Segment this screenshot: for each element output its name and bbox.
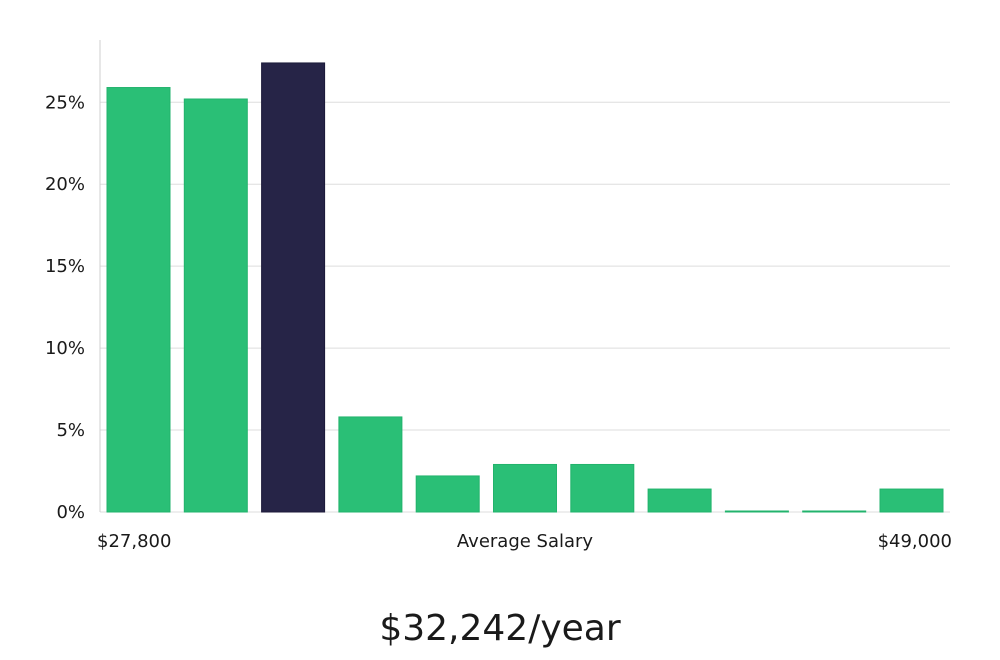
average-salary-value: $32,242/year [379,608,621,649]
salary-histogram: 0%5%10%15%20%25% $27,800 Average Salary … [45,40,952,552]
bar [338,416,403,513]
bar [106,87,171,513]
y-axis-ticks: 0% 5% 10% 15% 20% 25% [45,92,85,523]
y-tick-label: 0% [56,502,85,523]
bars [106,62,944,513]
y-tick-label: 25% [45,92,85,113]
y-tick-label: 10% [45,338,85,359]
bar [724,510,789,513]
y-tick-label: 5% [56,420,85,441]
x-min-label: $27,800 [97,531,171,552]
x-max-label: $49,000 [878,531,952,552]
bar [570,463,635,513]
bar [802,510,867,513]
bar-highlighted [261,62,326,513]
x-axis-title: Average Salary [457,531,594,552]
bar [493,463,557,513]
bar [647,488,712,513]
bar [415,475,480,513]
y-tick-label: 15% [45,256,85,277]
y-tick-label: 20% [45,174,85,195]
bar [183,98,248,513]
bar [879,488,944,513]
